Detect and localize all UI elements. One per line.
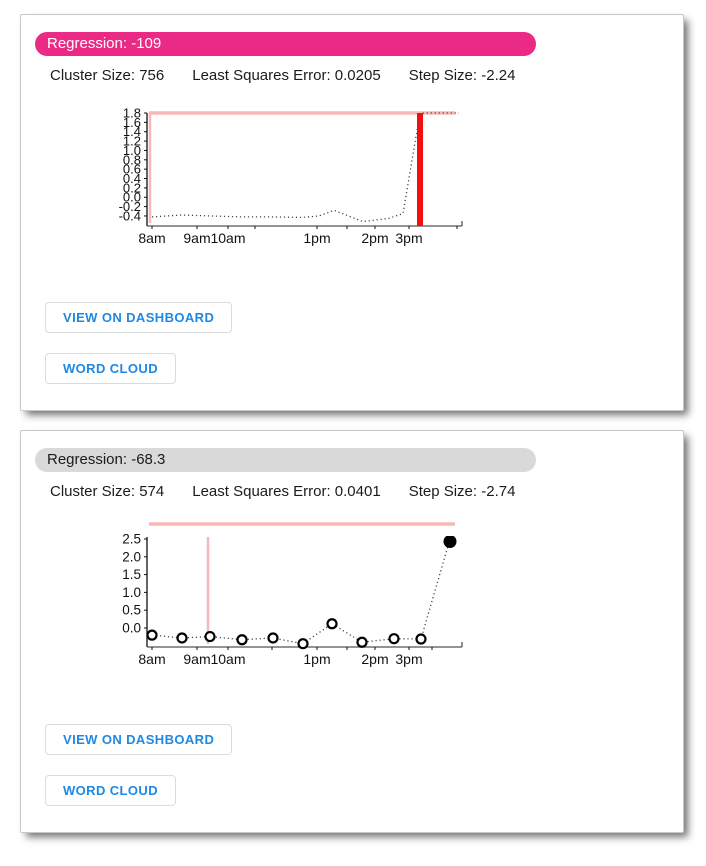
word-cloud-button[interactable]: WORD CLOUD — [45, 775, 176, 806]
step-size-stat: Step Size: -2.24 — [408, 67, 516, 84]
svg-text:2pm: 2pm — [361, 651, 388, 667]
stats-row: Cluster Size: 756 Least Squares Error: 0… — [36, 67, 669, 84]
regression-card-2: Regression: -68.3 Cluster Size: 574 Leas… — [20, 430, 684, 833]
svg-text:1.0: 1.0 — [123, 143, 141, 158]
svg-text:0.5: 0.5 — [122, 603, 141, 618]
svg-text:2.0: 2.0 — [122, 549, 141, 564]
svg-text:0.8: 0.8 — [123, 152, 141, 167]
regression-header: Regression: -68.3 — [35, 448, 536, 472]
svg-text:0.4: 0.4 — [123, 171, 141, 186]
cluster-size-stat: Cluster Size: 574 — [50, 483, 165, 500]
svg-text:3pm: 3pm — [395, 230, 422, 246]
svg-text:1.4: 1.4 — [123, 124, 141, 139]
svg-text:8am: 8am — [138, 230, 165, 246]
chart-container: 1.8 1.6 1.4 1.2 1.0 0.8 0.6 0.4 0.2 0.0 -0.2 -0.4 8a… — [107, 105, 669, 262]
least-squares-error-stat: Least Squares Error: 0.0401 — [192, 483, 381, 500]
svg-text:0.0: 0.0 — [122, 621, 141, 636]
svg-text:3pm: 3pm — [395, 651, 422, 667]
svg-text:8am: 8am — [138, 651, 165, 667]
svg-text:0.2: 0.2 — [123, 180, 141, 195]
card-actions: VIEW ON DASHBOARD WORD CLOUD — [45, 302, 669, 384]
regression-card-1: Regression: -109 Cluster Size: 756 Least… — [20, 14, 684, 411]
svg-text:9am: 9am — [183, 230, 210, 246]
svg-text:1pm: 1pm — [303, 651, 330, 667]
svg-text:0.0: 0.0 — [123, 190, 141, 205]
svg-text:1.8: 1.8 — [123, 106, 141, 121]
least-squares-error-stat: Least Squares Error: 0.0205 — [192, 67, 381, 84]
svg-text:-0.2: -0.2 — [119, 199, 141, 214]
svg-text:10am: 10am — [210, 651, 245, 667]
svg-text:1.5: 1.5 — [122, 567, 141, 582]
svg-text:0.6: 0.6 — [123, 162, 141, 177]
cluster-size-stat: Cluster Size: 756 — [50, 67, 165, 84]
word-cloud-button[interactable]: WORD CLOUD — [45, 353, 176, 384]
view-on-dashboard-button[interactable]: VIEW ON DASHBOARD — [45, 302, 233, 333]
svg-text:1pm: 1pm — [303, 230, 330, 246]
svg-text:1.0: 1.0 — [122, 585, 141, 600]
svg-text:1.2: 1.2 — [123, 134, 141, 149]
svg-text:9am: 9am — [183, 651, 210, 667]
regression-chart: 1.81.61.41.21.00.80.60.40.20.0-0.2-0.4 8a… — [119, 106, 463, 246]
chart-container: 2.5 2.0 1.5 1.0 0.5 0.0 8am 9am 10am 1pm 2pm 3pm — [107, 521, 669, 684]
regression-header: Regression: -109 — [35, 32, 536, 56]
stats-row: Cluster Size: 574 Least Squares Error: 0… — [36, 483, 669, 500]
svg-text:10am: 10am — [210, 230, 245, 246]
view-on-dashboard-button[interactable]: VIEW ON DASHBOARD — [45, 724, 233, 755]
step-size-stat: Step Size: -2.74 — [408, 483, 516, 500]
svg-text:2pm: 2pm — [361, 230, 388, 246]
svg-text:-0.4: -0.4 — [119, 208, 141, 223]
regression-chart: 2.5 2.0 1.5 1.0 0.5 0.0 8am 9am 10am 1pm 2pm 3pm — [122, 522, 463, 667]
svg-text:2.5: 2.5 — [122, 532, 141, 547]
card-actions: VIEW ON DASHBOARD WORD CLOUD — [45, 724, 669, 806]
svg-text:1.6: 1.6 — [123, 115, 141, 130]
